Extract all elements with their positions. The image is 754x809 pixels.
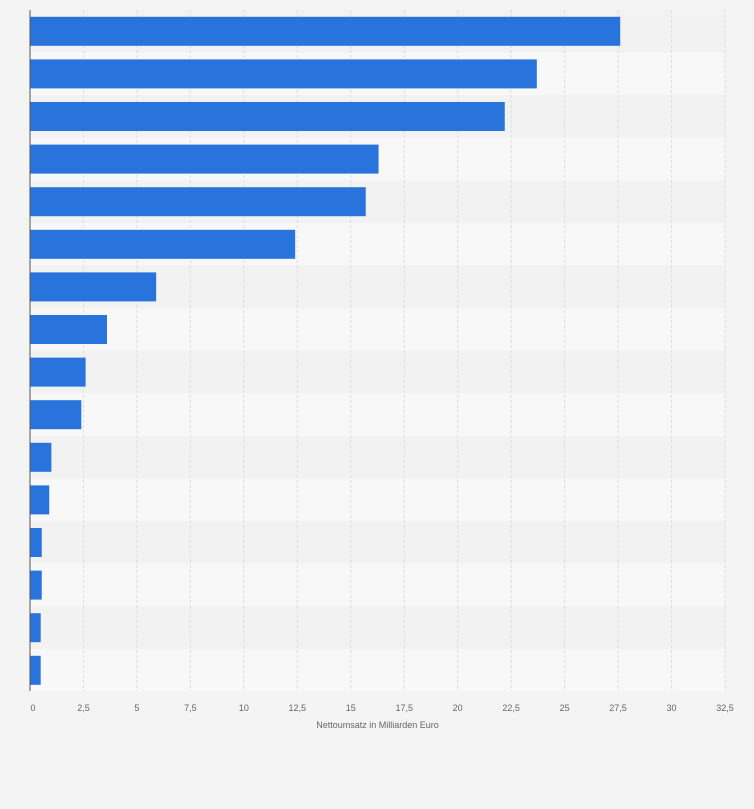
row-band: [30, 563, 725, 607]
bar[interactable]: [30, 485, 50, 515]
x-tick-label: 17,5: [395, 703, 413, 713]
bar[interactable]: [30, 442, 52, 472]
x-tick-label: 5: [134, 703, 139, 713]
bar[interactable]: [30, 272, 157, 302]
bar[interactable]: [30, 613, 41, 643]
x-tick-label: 2,5: [77, 703, 90, 713]
bar[interactable]: [30, 570, 42, 600]
x-tick-label: 10: [239, 703, 249, 713]
bar[interactable]: [30, 16, 621, 46]
bar[interactable]: [30, 144, 379, 174]
x-tick-label: 27,5: [609, 703, 627, 713]
row-band: [30, 521, 725, 564]
bar[interactable]: [30, 528, 42, 557]
x-tick-label: 25: [560, 703, 570, 713]
x-tick-label: 22,5: [502, 703, 520, 713]
x-tick-label: 30: [667, 703, 677, 713]
x-tick-label: 12,5: [289, 703, 307, 713]
row-band: [30, 436, 725, 479]
bar[interactable]: [30, 315, 107, 344]
bar[interactable]: [30, 187, 366, 217]
row-band: [30, 393, 725, 436]
bar[interactable]: [30, 655, 41, 685]
x-tick-label: 7,5: [184, 703, 197, 713]
x-axis-title: Nettoumsatz in Milliarden Euro: [316, 720, 439, 730]
bar[interactable]: [30, 357, 86, 387]
x-tick-label: 15: [346, 703, 356, 713]
row-band: [30, 350, 725, 394]
x-tick-label: 0: [30, 703, 35, 713]
row-band: [30, 478, 725, 522]
row-band: [30, 606, 725, 649]
x-tick-labels: 0 2,5 5 7,5 10 12,5 15 17,5 20 22,5 25 27,5 30 32,5: [30, 703, 733, 713]
bar[interactable]: [30, 400, 82, 430]
bars: [30, 16, 621, 685]
bar[interactable]: [30, 59, 537, 89]
bar[interactable]: [30, 229, 296, 259]
x-tick-label: 32,5: [716, 703, 734, 713]
x-tick-label: 20: [453, 703, 463, 713]
row-band: [30, 649, 725, 692]
grid-lines: [82, 10, 726, 691]
row-band: [30, 308, 725, 351]
bar[interactable]: [30, 102, 505, 131]
